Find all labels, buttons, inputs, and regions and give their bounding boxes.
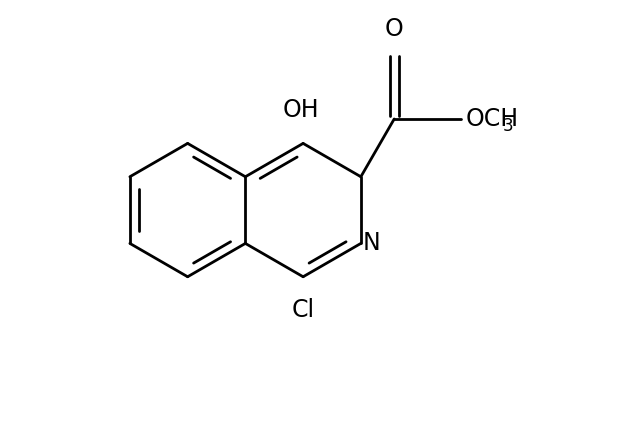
Text: OCH: OCH	[466, 107, 519, 131]
Text: O: O	[385, 17, 404, 41]
Text: Cl: Cl	[292, 298, 315, 322]
Text: OH: OH	[283, 98, 319, 122]
Text: 3: 3	[503, 117, 514, 135]
Text: N: N	[363, 232, 381, 256]
